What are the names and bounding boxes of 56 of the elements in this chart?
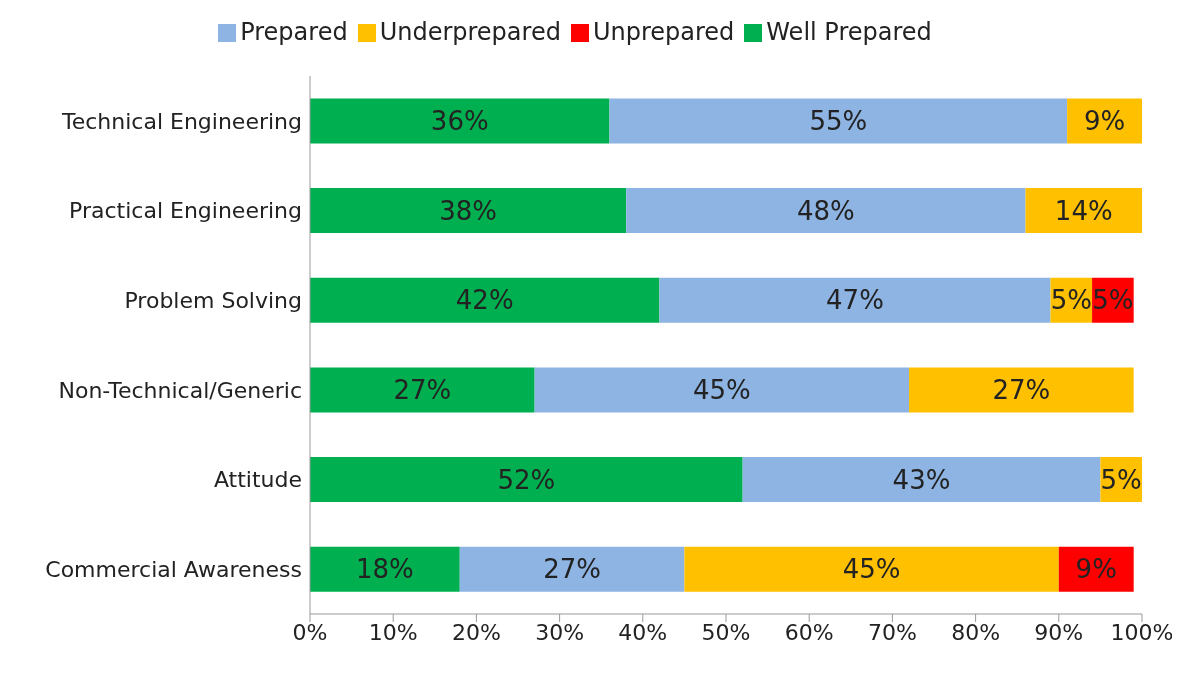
- x-tick-label: 70%: [867, 619, 917, 645]
- bar: [310, 546, 460, 592]
- x-tick-label: 20%: [451, 619, 501, 645]
- bar: [534, 367, 910, 413]
- bar: [310, 457, 743, 503]
- data-label: 38%: [439, 195, 497, 226]
- data-label: 43%: [892, 464, 951, 495]
- data-label: 5%: [1050, 285, 1092, 316]
- bar: [310, 367, 535, 413]
- data-label: 42%: [455, 285, 514, 316]
- data-label: 27%: [992, 374, 1051, 405]
- data-label: 27%: [393, 374, 452, 405]
- y-tick-label: Attitude: [213, 467, 302, 493]
- data-label: 9%: [1083, 105, 1126, 136]
- legend-label: Well Prepared: [766, 18, 932, 46]
- x-tick-label: 90%: [1034, 619, 1084, 645]
- data-label: 52%: [497, 464, 556, 495]
- data-label: 45%: [842, 554, 901, 585]
- bar: [659, 277, 1051, 323]
- bar: [626, 188, 1026, 234]
- data-label: 27%: [543, 554, 601, 585]
- x-tick-label: 30%: [535, 619, 585, 645]
- bar: [609, 98, 1068, 144]
- x-tick-label: 0%: [292, 619, 328, 645]
- data-label: 45%: [692, 374, 751, 405]
- data-label: 55%: [809, 105, 868, 136]
- bar: [1025, 188, 1142, 234]
- y-tick-label: Practical Engineering: [69, 198, 302, 224]
- data-label: 48%: [796, 195, 855, 226]
- x-tick-label: 50%: [701, 619, 751, 645]
- x-tick-label: 100%: [1110, 619, 1174, 645]
- y-tick-label: Problem Solving: [124, 287, 302, 313]
- x-tick-label: 80%: [951, 619, 1001, 645]
- legend-label: Unprepared: [592, 18, 735, 46]
- y-tick-label: Non-Technical/Generic: [58, 377, 302, 403]
- bar: [310, 98, 610, 144]
- legend-label: Underprepared: [379, 18, 561, 46]
- bar: [459, 546, 685, 592]
- x-tick-label: 60%: [784, 619, 834, 645]
- data-label: 14%: [1054, 195, 1113, 226]
- data-label: 47%: [826, 285, 884, 316]
- bar: [909, 367, 1134, 413]
- data-label: 36%: [430, 105, 489, 136]
- data-label: 18%: [355, 554, 414, 585]
- legend-label: Prepared: [240, 18, 348, 46]
- bar: [742, 457, 1101, 503]
- x-tick-label: 40%: [618, 619, 668, 645]
- data-label: 9%: [1075, 554, 1117, 585]
- y-tick-label: Technical Engineering: [60, 108, 302, 134]
- x-tick-label: 10%: [368, 619, 418, 645]
- y-tick-label: Commercial Awareness: [45, 556, 302, 582]
- bar: [684, 546, 1059, 592]
- bar: [310, 277, 660, 323]
- bar: [310, 188, 627, 234]
- data-label: 5%: [1092, 285, 1134, 316]
- data-label: 5%: [1100, 464, 1142, 495]
